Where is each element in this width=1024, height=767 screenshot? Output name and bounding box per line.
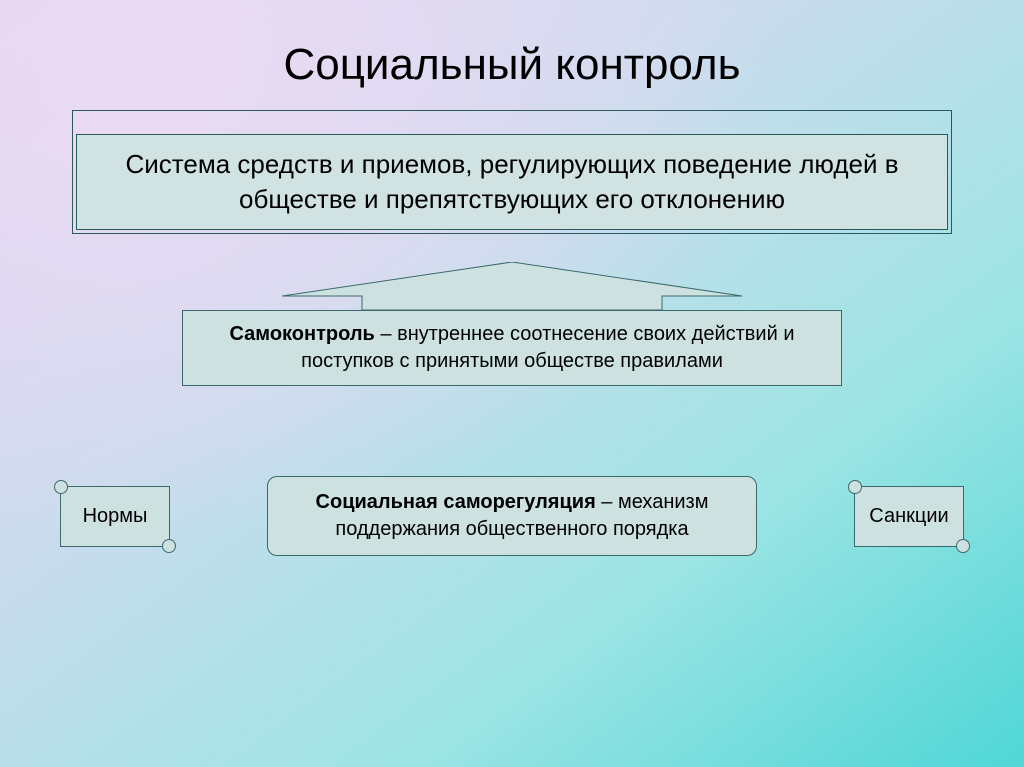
self-regulation-label: Социальная саморегуляция xyxy=(316,491,596,513)
scroll-curl-icon xyxy=(848,480,862,494)
definition-box: Система средств и приемов, регулирующих … xyxy=(72,110,952,234)
norms-box: Нормы xyxy=(60,486,170,547)
self-regulation-box: Социальная саморегуляция – механизм подд… xyxy=(267,476,757,556)
arrow-icon xyxy=(282,262,742,310)
bottom-row: Нормы Социальная саморегуляция – механиз… xyxy=(0,476,1024,556)
sanctions-box: Санкции xyxy=(854,486,964,547)
sanctions-text: Санкции xyxy=(869,505,948,527)
up-arrow xyxy=(0,262,1024,310)
scroll-curl-icon xyxy=(956,539,970,553)
scroll-curl-icon xyxy=(162,539,176,553)
self-control-label: Самоконтроль xyxy=(229,323,374,345)
self-control-box: Самоконтроль – внутреннее соотнесение св… xyxy=(182,310,842,386)
self-control-text: – внутреннее соотнесение своих действий … xyxy=(301,323,794,372)
norms-text: Нормы xyxy=(83,505,148,527)
definition-text: Система средств и приемов, регулирующих … xyxy=(76,134,948,230)
slide-title: Социальный контроль xyxy=(0,0,1024,90)
scroll-curl-icon xyxy=(54,480,68,494)
